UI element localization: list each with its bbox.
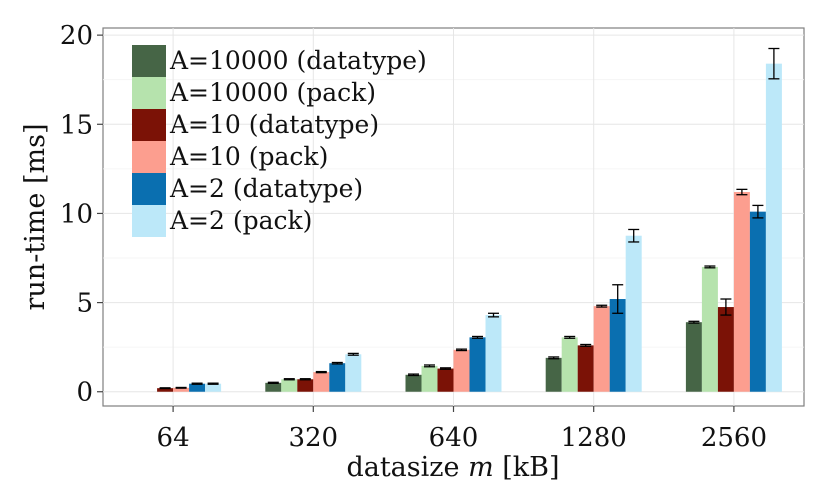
bar: [485, 315, 502, 392]
bar: [173, 387, 190, 392]
bar: [157, 388, 174, 392]
bar: [561, 337, 578, 392]
legend-swatch: [132, 45, 166, 77]
bar: [765, 63, 782, 392]
legend-label: A=2 (datatype): [169, 174, 363, 203]
x-axis-title-prefix: datasize: [346, 452, 468, 483]
legend-swatch: [132, 109, 166, 141]
legend-label: A=2 (pack): [169, 206, 312, 235]
bar: [329, 363, 346, 392]
bar: [545, 357, 562, 392]
bar: [265, 382, 282, 392]
legend: A=10000 (datatype) A=10000 (pack) A=10 (da…: [132, 45, 427, 237]
y-tick-label: 15: [60, 110, 93, 140]
legend-swatch: [132, 205, 166, 237]
legend-swatch: [132, 77, 166, 109]
x-tick-label: 640: [429, 423, 479, 453]
bar: [437, 368, 454, 392]
y-axis: 0 5 10 15 20: [60, 21, 103, 408]
bar: [281, 379, 298, 392]
y-axis-title: run-time [ms]: [20, 124, 51, 311]
x-axis-title-variable: m: [468, 452, 494, 483]
bar: [685, 322, 702, 392]
y-tick-label: 0: [76, 378, 93, 408]
bar: [313, 372, 330, 392]
bar: [405, 374, 422, 392]
bar: [593, 306, 610, 392]
x-tick-label: 64: [157, 423, 190, 453]
bars: [157, 47, 782, 392]
bar: [625, 235, 642, 392]
legend-label: A=10000 (datatype): [169, 46, 427, 75]
bar: [701, 266, 718, 392]
x-tick-label: 1280: [561, 423, 627, 453]
bar: [205, 383, 222, 392]
legend-label: A=10000 (pack): [169, 78, 376, 107]
x-tick-label: 320: [288, 423, 338, 453]
bar: [749, 211, 766, 392]
bar: [297, 379, 314, 392]
bar: [733, 192, 750, 392]
legend-swatch: [132, 173, 166, 205]
bar: [577, 345, 594, 392]
bar: [453, 349, 470, 392]
y-tick-label: 10: [60, 199, 93, 229]
y-tick-label: 20: [60, 21, 93, 51]
legend-swatch: [132, 141, 166, 173]
legend-label: A=10 (datatype): [169, 110, 379, 139]
bar: [421, 365, 438, 392]
bar: [189, 383, 206, 392]
x-axis-title: datasize m [kB]: [346, 452, 559, 483]
x-axis-title-suffix: [kB]: [494, 452, 560, 483]
x-tick-label: 2560: [701, 423, 767, 453]
x-axis: 64 320 640 1280 2560: [157, 406, 767, 453]
y-tick-label: 5: [76, 289, 93, 319]
legend-label: A=10 (pack): [169, 142, 328, 171]
bar: [717, 307, 734, 392]
bar: [345, 354, 362, 392]
bar: [609, 299, 626, 392]
bar: [469, 337, 486, 392]
